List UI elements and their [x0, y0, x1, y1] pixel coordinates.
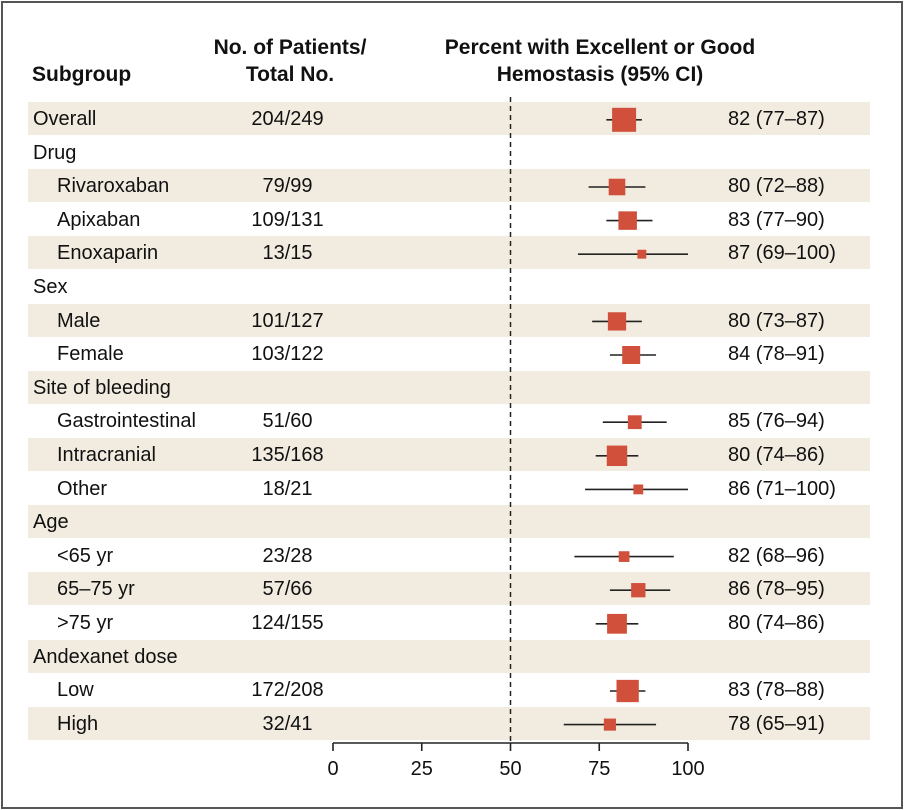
row-label-low: Low [57, 679, 94, 702]
row-estimate-ci: 80 (73–87) [728, 309, 825, 332]
row-label-enoxaparin: Enoxaparin [57, 242, 159, 265]
row-count: 124/155 [251, 612, 324, 634]
row-count: 135/168 [251, 444, 324, 466]
table-row: <65 yr 23/28 82 (68–96) [28, 539, 870, 572]
row-estimate-ci: 82 (68–96) [728, 544, 825, 567]
row-label-male: Male [57, 309, 101, 332]
row-count: 204/249 [251, 108, 324, 130]
row-estimate-ci: 82 (77–87) [728, 108, 825, 130]
row-label-drug: Drug [33, 141, 77, 164]
table-row: 65–75 yr 57/66 86 (78–95) [28, 572, 870, 606]
row-count: 103/122 [251, 343, 324, 366]
header-patients: No. of Patients/ Total No. [190, 34, 390, 88]
row-count: 51/60 [262, 410, 313, 433]
table-row: Overall 204/249 82 (77–87) [28, 102, 870, 135]
table-row: Enoxaparin 13/15 87 (69–100) [28, 236, 870, 270]
row-count: 172/208 [251, 679, 324, 702]
row-count: 79/99 [262, 175, 313, 198]
row-estimate-ci: 84 (78–91) [728, 343, 825, 366]
row-count: 18/21 [262, 477, 313, 500]
header-percent-line2: Hemostasis (95% CI) [496, 63, 704, 86]
row-estimate-ci: 85 (76–94) [728, 410, 825, 433]
table-row: Rivaroxaban 79/99 80 (72–88) [28, 169, 870, 203]
row-estimate-ci: 83 (77–90) [728, 208, 825, 231]
table-row: Male 101/127 80 (73–87) [28, 303, 870, 337]
header-percent: Percent with Excellent or Good Hemostasi… [410, 34, 790, 88]
table-row: >75 yr 124/155 80 (74–86) [28, 606, 870, 639]
row-count: 32/41 [262, 712, 313, 735]
table-row: Andexanet dose [28, 639, 870, 673]
table-row: Other 18/21 86 (71–100) [28, 472, 870, 505]
row-label-sex: Sex [33, 276, 68, 298]
row-label-apixaban: Apixaban [57, 208, 141, 231]
row-estimate-ci: 86 (71–100) [728, 477, 836, 500]
table-row: Gastrointestinal 51/60 85 (76–94) [28, 404, 870, 437]
row-count: 57/66 [262, 578, 313, 601]
table-row: High 32/41 78 (65–91) [28, 706, 870, 740]
header-patients-line1: No. of Patients/ [213, 36, 367, 59]
row-count: 109/131 [251, 208, 324, 231]
row-label-intracranial: Intracranial [57, 444, 156, 466]
row-label-age: Age [33, 511, 69, 534]
row-label-andexanet-dose: Andexanet dose [33, 645, 178, 668]
row-estimate-ci: 83 (78–88) [728, 679, 825, 702]
row-label-rivaroxaban: Rivaroxaban [57, 175, 170, 198]
table-row: Female 103/122 84 (78–91) [28, 337, 870, 370]
row-label-high: High [57, 712, 99, 735]
row-label-gastrointestinal: Gastrointestinal [57, 410, 196, 433]
header-percent-line1: Percent with Excellent or Good [444, 36, 756, 59]
row-label-other: Other [57, 477, 108, 500]
table-row: Apixaban 109/131 83 (77–90) [28, 203, 870, 236]
row-estimate-ci: 80 (74–86) [728, 444, 825, 466]
table-row: Drug [28, 136, 870, 169]
row-estimate-ci: 80 (74–86) [728, 612, 825, 634]
row-label-overall: Overall [33, 108, 97, 130]
row-count: 101/127 [251, 309, 324, 332]
table-row: Intracranial 135/168 80 (74–86) [28, 438, 870, 471]
row-label-65-75-yr: 65–75 yr [57, 578, 135, 601]
table-row: Site of bleeding [28, 370, 870, 404]
row-count: 23/28 [262, 544, 313, 567]
table-row: Sex [28, 270, 870, 303]
row-label-75-yr: >75 yr [57, 612, 114, 634]
table-row: Low 172/208 83 (78–88) [28, 673, 870, 706]
row-count: 13/15 [262, 242, 313, 265]
header-patients-line2: Total No. [245, 63, 335, 86]
row-label-site-of-bleeding: Site of bleeding [33, 376, 171, 399]
table-row: Age [28, 505, 870, 539]
header-subgroup: Subgroup [32, 63, 132, 86]
row-estimate-ci: 86 (78–95) [728, 578, 825, 601]
row-label-female: Female [57, 343, 124, 366]
row-estimate-ci: 87 (69–100) [728, 242, 836, 265]
row-estimate-ci: 80 (72–88) [728, 175, 825, 198]
row-label-65-yr: <65 yr [57, 544, 114, 567]
row-estimate-ci: 78 (65–91) [728, 712, 825, 735]
